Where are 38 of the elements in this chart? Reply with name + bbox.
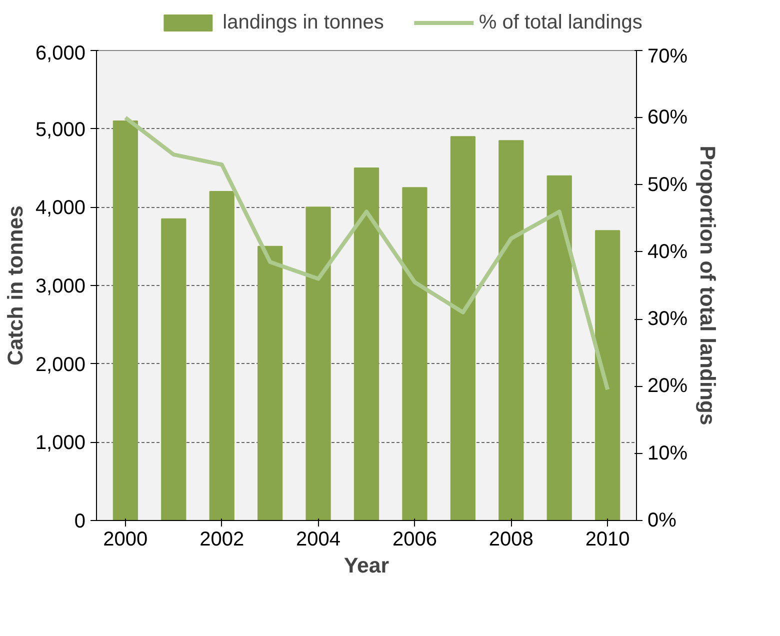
y2-tick-label: 50% [648,174,688,196]
y-tick-label: 6,000 [35,42,86,64]
legend-label: landings in tonnes [222,11,384,34]
bar [546,175,572,520]
y-tick-label: 4,000 [35,197,86,220]
x-tick-label: 2010 [585,528,630,550]
x-tick-label: 2004 [296,528,341,550]
y2-axis-title: Proportion of total landings [696,146,720,426]
y-axis-title: Catch in tonnes [3,206,28,366]
y2-tick-label: 0% [648,510,677,532]
y2-tick-label: 10% [648,442,688,464]
bar [354,168,380,520]
bar [595,230,620,520]
y-tick-label: 5,000 [35,118,86,141]
y2-tick-label: 30% [648,308,688,330]
x-tick-label: 2008 [488,528,534,550]
y2-tick-label: 40% [648,240,688,263]
bar [209,191,234,520]
bar [112,120,138,520]
y2-tick-label: 70% [648,46,688,68]
bar [306,206,331,520]
bar [498,140,524,520]
bar [402,187,428,520]
y-tick-label: 1,000 [35,432,86,454]
y-tick-label: 2,000 [35,354,86,376]
x-tick-label: 2000 [103,528,148,550]
y2-tick-label: 20% [648,375,688,398]
x-tick-label: 2006 [392,528,437,550]
bar [450,136,476,520]
bar [258,246,283,520]
x-axis-title: Year [344,554,390,578]
bar [161,218,186,520]
y-tick-label: 0 [74,510,86,532]
legend-label: % of total landings [478,11,642,34]
line-series [123,116,610,392]
y2-tick-label: 60% [648,106,688,129]
y-tick-label: 3,000 [35,276,86,298]
x-tick-label: 2002 [200,528,244,550]
